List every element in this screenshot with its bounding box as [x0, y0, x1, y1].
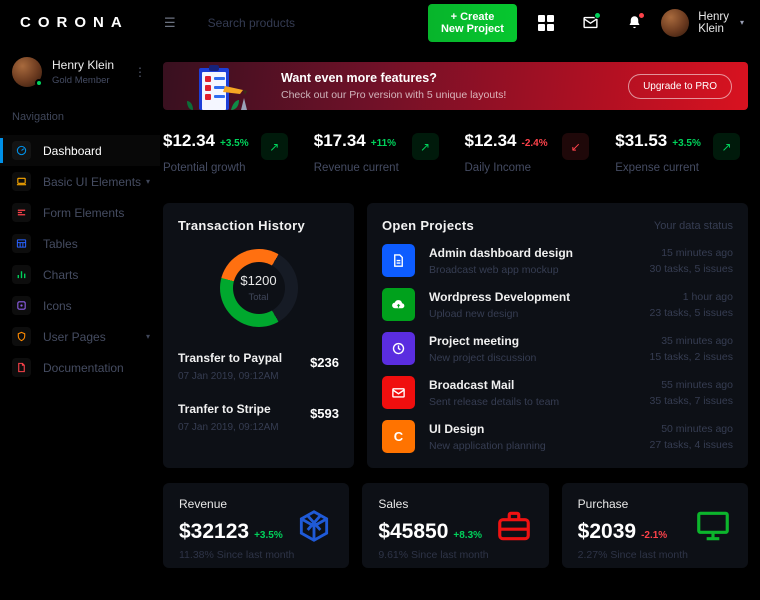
shapes-icon	[12, 296, 31, 315]
project-row: Admin dashboard design Broadcast web app…	[382, 244, 733, 277]
open-projects-subtitle: Your data status	[653, 219, 733, 232]
clock-icon	[382, 332, 415, 365]
profile-role: Gold Member	[52, 75, 110, 86]
project-row: Project meeting New project discussion 3…	[382, 332, 733, 365]
arrow-down-left-icon: ↙	[562, 133, 590, 160]
file-icon	[382, 244, 415, 277]
notifications-bell-icon[interactable]	[625, 11, 646, 32]
project-row: Broadcast Mail Sent release details to t…	[382, 376, 733, 409]
transaction-row: Transfer to Paypal 07 Jan 2019, 09:12AM …	[178, 351, 339, 382]
speedometer-icon	[12, 141, 31, 160]
open-projects-card: Open Projects Your data status Admin das…	[367, 203, 748, 468]
banner-title: Want even more features?	[281, 71, 437, 85]
transaction-row: Tranfer to Stripe 07 Jan 2019, 09:12AM $…	[178, 402, 339, 433]
form-lines-icon	[12, 203, 31, 222]
shield-icon	[12, 327, 31, 346]
cube-icon	[295, 497, 333, 554]
donut-total-value: $1200	[240, 273, 277, 288]
transactions-donut	[219, 249, 298, 327]
banner-subtitle: Check out our Pro version with 5 unique …	[281, 89, 507, 101]
upgrade-to-pro-button[interactable]: Upgrade to PRO	[628, 73, 732, 99]
profile-avatar	[12, 57, 43, 87]
user-avatar	[661, 8, 690, 37]
stats-row: $12.34 +3.5% Potential growth ↗ $17.34 +11…	[163, 131, 748, 174]
envelope-icon	[382, 376, 415, 409]
table-icon	[12, 234, 31, 253]
grid-glyph	[538, 14, 555, 31]
transaction-history-card: Transaction History $1200 Total Transfer…	[163, 203, 354, 468]
chevron-down-icon: ▾	[145, 177, 150, 186]
stat-daily-income: $12.34 -2.4% Daily Income ↙	[465, 131, 616, 174]
arrow-up-right-icon: ↗	[411, 133, 439, 160]
briefcase-icon	[495, 497, 533, 554]
profile-options-icon[interactable]: ⋮	[134, 65, 146, 79]
purchase-card: Purchase $2039 -2.1% 2.27% Since last mon…	[561, 483, 748, 568]
messages-icon[interactable]	[581, 11, 602, 32]
sidebar-item-dashboard[interactable]: Dashboard	[0, 135, 160, 166]
donut-total-label: Total	[248, 292, 269, 303]
cloud-upload-icon	[382, 288, 415, 321]
stat-expense-current: $31.53 +3.5% Expense current ↗	[615, 131, 748, 174]
laptop-icon	[12, 172, 31, 191]
letter-c-icon: C	[382, 420, 415, 453]
notification-badge	[638, 11, 646, 19]
sidebar-item-icons[interactable]: Icons	[0, 290, 160, 321]
sidebar-item-charts[interactable]: Charts	[0, 259, 160, 290]
brand-logo: CORONA	[20, 13, 129, 31]
clipboard-illustration	[181, 62, 255, 110]
user-menu[interactable]: Henry Klein ▾	[661, 8, 744, 37]
project-row: C UI Design New application planning 50 …	[382, 420, 733, 453]
sidebar-item-tables[interactable]: Tables	[0, 228, 160, 259]
revenue-card: Revenue $32123 +3.5% 11.38% Since last mo…	[163, 483, 350, 568]
stat-revenue-current: $17.34 +11% Revenue current ↗	[314, 131, 465, 174]
main-content: Want even more features? Check out our P…	[160, 45, 760, 600]
document-icon	[12, 358, 31, 377]
open-projects-title: Open Projects	[382, 218, 475, 233]
sidebar-item-basic-ui-elements[interactable]: Basic UI Elements ▾	[0, 166, 160, 197]
monitor-icon	[694, 497, 732, 554]
brand-zone: CORONA	[0, 14, 160, 32]
sidebar-toggle-icon[interactable]: ☰	[164, 14, 176, 30]
project-row: Wordpress Development Upload new design …	[382, 288, 733, 321]
arrow-up-right-icon: ↗	[713, 133, 740, 160]
create-new-project-button[interactable]: + Create New Project	[427, 3, 518, 42]
sidebar: Henry Klein Gold Member ⋮ Navigation Das…	[0, 45, 160, 600]
chevron-down-icon: ▾	[739, 18, 744, 27]
nav-section-label: Navigation	[12, 111, 64, 123]
sales-card: Sales $45850 +8.3% 9.61% Since last month	[362, 483, 549, 568]
bar-chart-icon	[12, 265, 31, 284]
sidebar-item-form-elements[interactable]: Form Elements	[0, 197, 160, 228]
online-status-dot	[35, 79, 43, 87]
transaction-history-title: Transaction History	[178, 218, 306, 233]
user-name: Henry Klein	[698, 10, 729, 35]
profile-name: Henry Klein	[52, 58, 115, 72]
search-box	[207, 15, 428, 30]
top-navbar: CORONA ☰ + Create New Project Henry Klei…	[0, 0, 760, 45]
pro-banner: Want even more features? Check out our P…	[163, 62, 748, 110]
message-badge	[594, 11, 602, 19]
arrow-up-right-icon: ↗	[260, 133, 288, 160]
sidebar-item-user-pages[interactable]: User Pages ▾	[0, 321, 160, 352]
navbar-icons	[537, 11, 646, 32]
sidebar-profile: Henry Klein Gold Member ⋮	[0, 51, 160, 101]
apps-grid-icon[interactable]	[537, 14, 555, 32]
chevron-down-icon: ▾	[145, 332, 150, 341]
search-input[interactable]	[207, 15, 428, 30]
sidebar-item-documentation[interactable]: Documentation	[0, 352, 160, 383]
stat-potential-growth: $12.34 +3.5% Potential growth ↗	[163, 131, 314, 174]
